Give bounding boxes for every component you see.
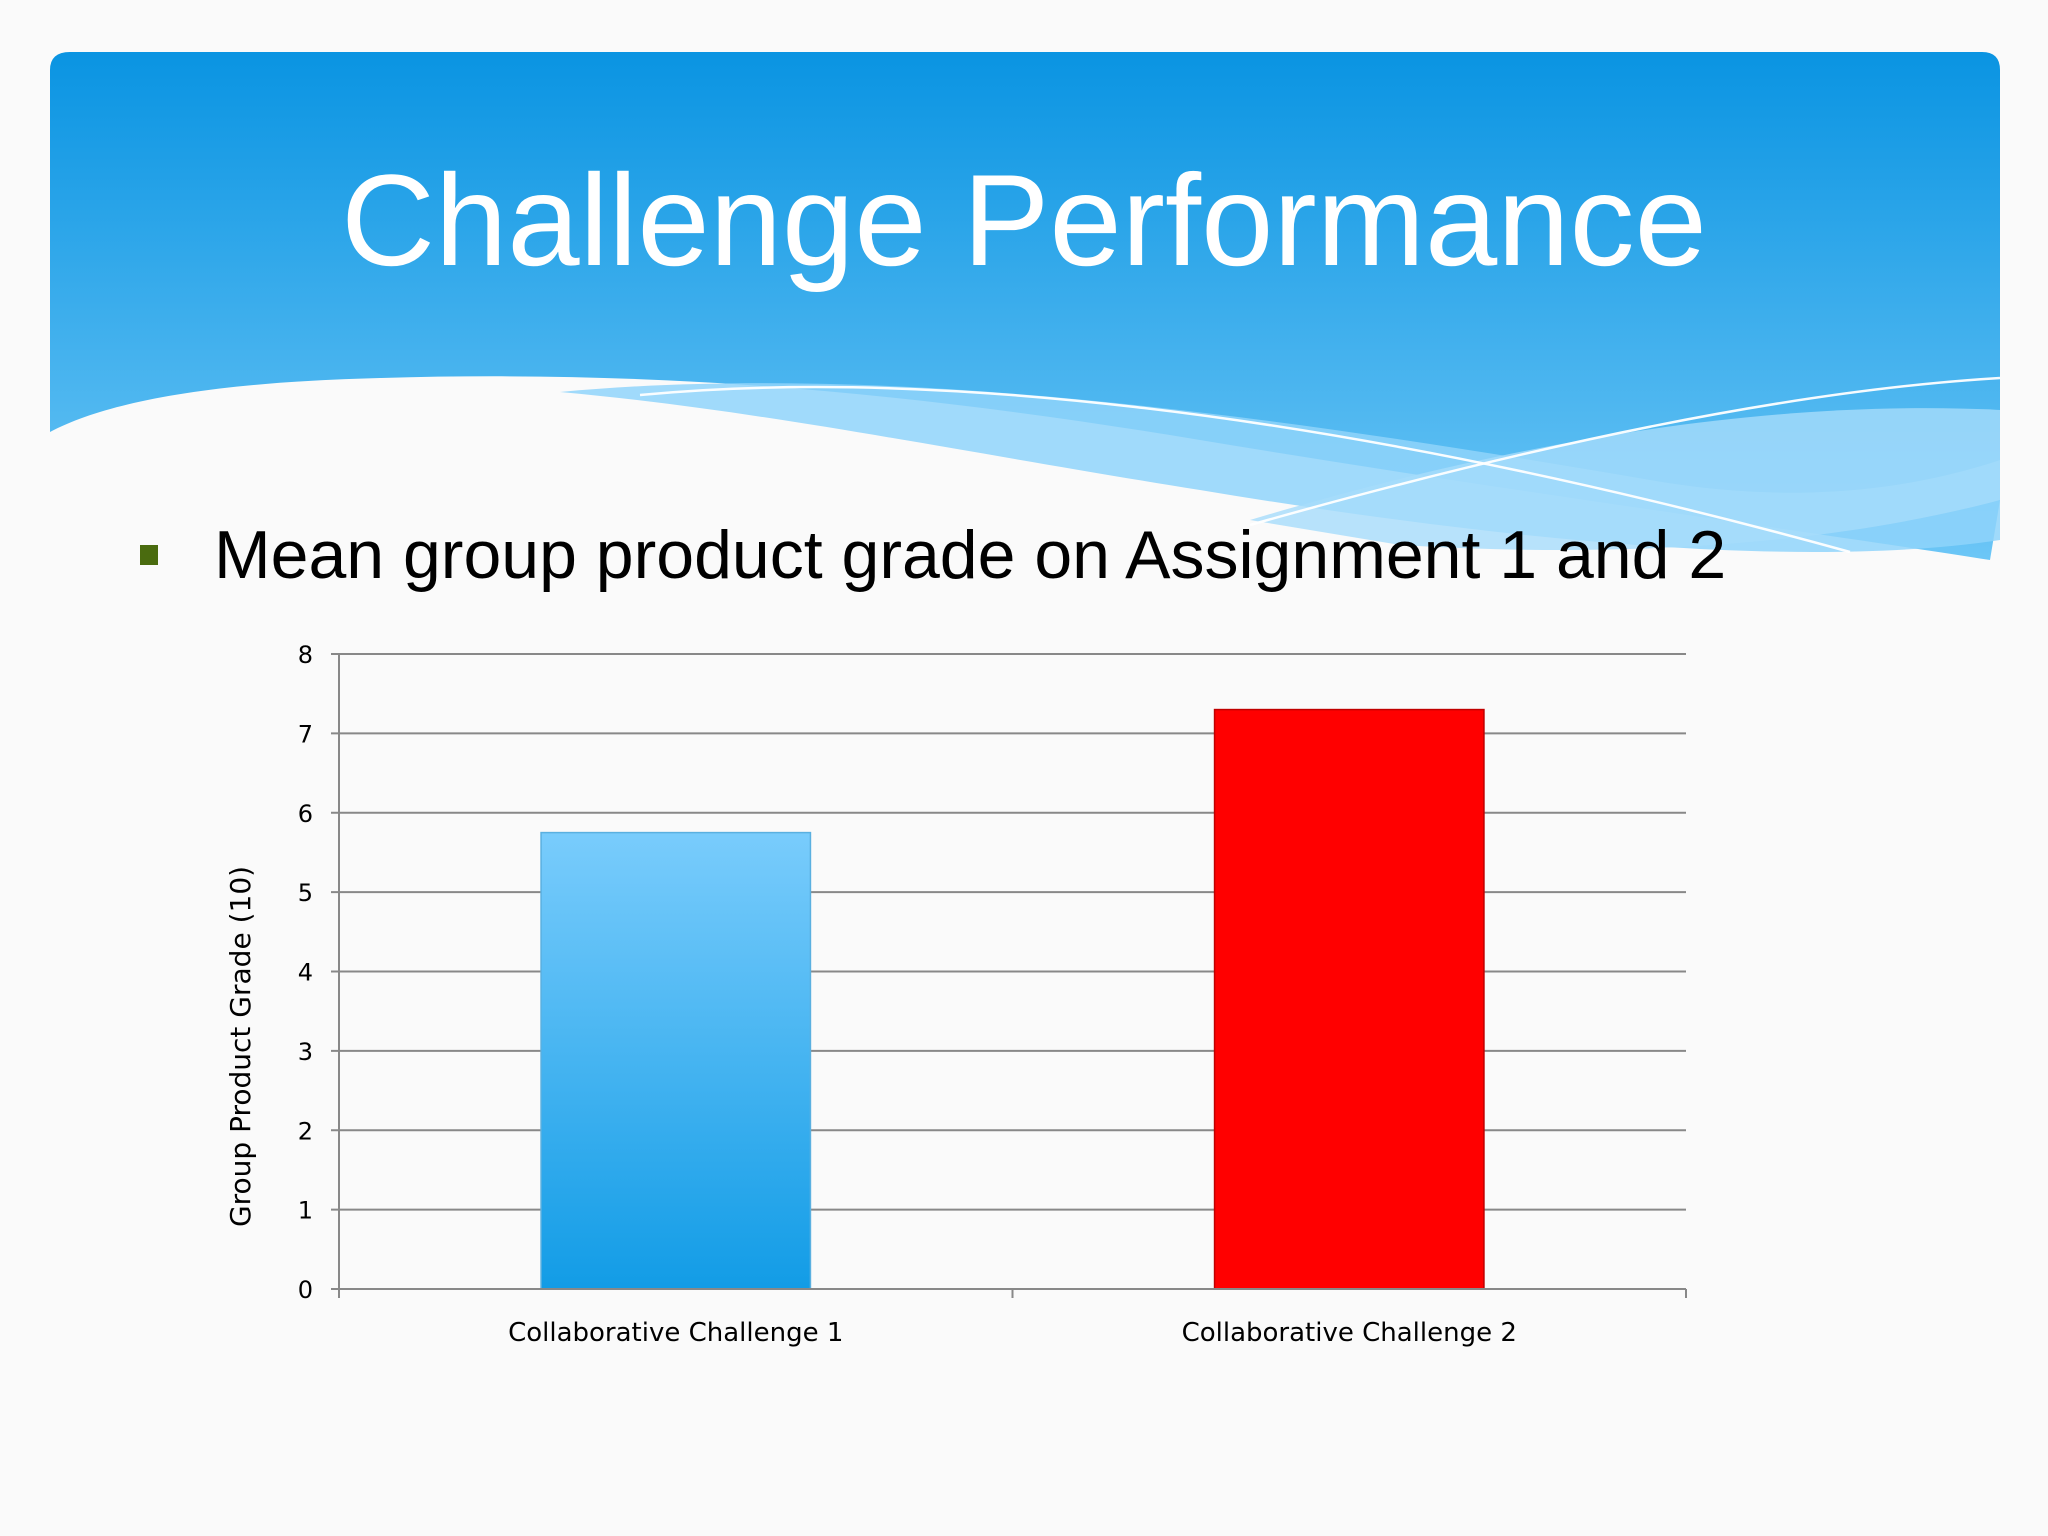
y-tick-label: 6 (298, 800, 313, 828)
y-tick-label: 4 (298, 959, 313, 987)
x-tick-label: Collaborative Challenge 1 (508, 1318, 843, 1348)
y-tick-label: 8 (298, 641, 313, 669)
y-tick-label: 0 (298, 1276, 313, 1304)
y-axis-title: Group Product Grade (10) (224, 866, 257, 1227)
y-tick-label: 7 (298, 720, 313, 748)
y-tick-label: 5 (298, 879, 313, 907)
axes (331, 653, 1687, 1298)
square-bullet-icon (140, 545, 158, 565)
y-tick-label: 2 (298, 1117, 313, 1145)
x-tick-label: Collaborative Challenge 2 (1182, 1318, 1517, 1348)
y-tick-label: 1 (298, 1197, 313, 1225)
bullet-text: Mean group product grade on Assignment 1… (214, 517, 1727, 593)
bars (540, 708, 1485, 1290)
slide-title: Challenge Performance (341, 147, 1707, 293)
bullet-item: Mean group product grade on Assignment 1… (140, 510, 1726, 600)
y-tick-label: 3 (298, 1038, 313, 1066)
axis-labels: 0 1 2 3 4 5 6 7 8 Collaborative Challenge 1 Collab… (224, 641, 1517, 1348)
bar (1213, 708, 1485, 1290)
bar (540, 831, 812, 1290)
header-wave-background (50, 52, 2001, 560)
